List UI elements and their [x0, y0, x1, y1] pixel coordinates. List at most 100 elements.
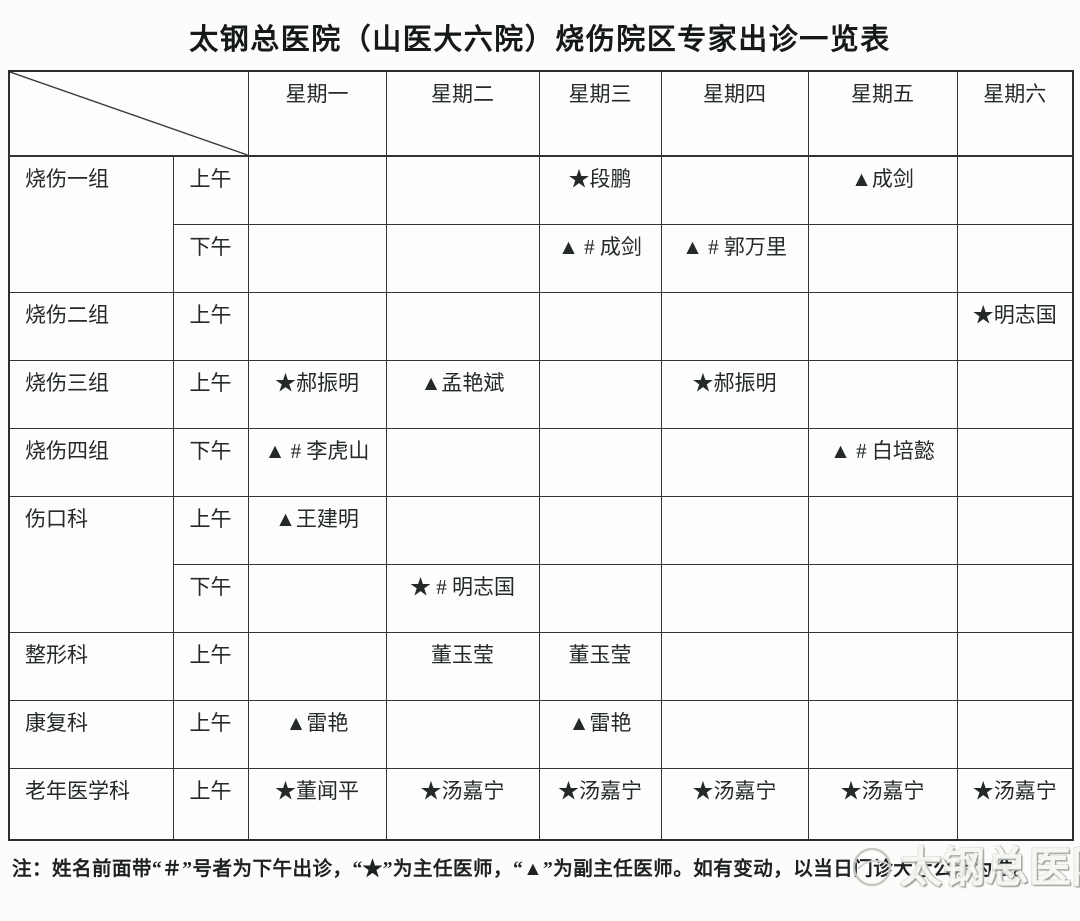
- schedule-cell: 董玉莹: [385, 631, 540, 701]
- schedule-cell: [538, 563, 662, 633]
- schedule-cell: [660, 291, 809, 361]
- session-time-cell: 上午: [172, 699, 249, 769]
- table-row: 烧伤二组 上午 ★明志国: [8, 291, 1074, 361]
- session-time-cell: 下午: [172, 427, 249, 497]
- schedule-cell: [385, 495, 540, 565]
- schedule-cell: [385, 155, 540, 225]
- schedule-cell: [807, 563, 958, 633]
- schedule-cell: ▲ # 李虎山: [247, 427, 387, 497]
- table-row: 下午 ★ # 明志国: [9, 563, 1074, 633]
- schedule-cell: ★汤嘉宁: [660, 767, 809, 841]
- schedule-cell: [660, 495, 809, 565]
- schedule-cell: [247, 563, 387, 633]
- schedule-cell: [956, 699, 1074, 769]
- schedule-cell: [807, 223, 958, 293]
- schedule-cell: [660, 155, 809, 225]
- day-header-mon: 星期一: [247, 70, 387, 157]
- department-cell: 烧伤四组: [8, 427, 174, 497]
- schedule-table: 星期一 星期二 星期三 星期四 星期五 星期六 烧伤一组 上午 ★段鹏 ▲成剑 下午 ▲ …: [8, 70, 1074, 841]
- schedule-cell: [385, 223, 540, 293]
- schedule-cell: [247, 291, 387, 361]
- schedule-cell: [660, 631, 809, 701]
- department-cell: 老年医学科: [8, 767, 174, 841]
- schedule-cell: [538, 427, 662, 497]
- department-cell: 烧伤二组: [8, 291, 174, 361]
- schedule-cell: ★郝振明: [660, 359, 809, 429]
- schedule-cell: [956, 495, 1074, 565]
- table-row: 康复科 上午 ▲雷艳 ▲雷艳: [8, 699, 1074, 769]
- schedule-cell: [956, 631, 1074, 701]
- schedule-cell: [538, 495, 662, 565]
- department-cell: 烧伤三组: [8, 359, 174, 429]
- schedule-cell: [807, 631, 958, 701]
- department-cell: 康复科: [8, 699, 174, 769]
- hospital-watermark: 太钢总医院: [846, 834, 1080, 895]
- department-cell: 整形科: [8, 631, 174, 701]
- schedule-cell: ▲成剑: [807, 155, 958, 225]
- schedule-cell: [807, 699, 958, 769]
- schedule-cell: [807, 495, 958, 565]
- table-row: 整形科 上午 董玉莹 董玉莹: [8, 631, 1074, 701]
- schedule-cell: [247, 155, 387, 225]
- schedule-cell: [956, 223, 1074, 293]
- department-cell: 伤口科: [8, 495, 174, 633]
- schedule-cell: ★明志国: [956, 291, 1074, 361]
- schedule-cell: [956, 359, 1074, 429]
- session-time-cell: 上午: [172, 155, 249, 225]
- schedule-cell: ▲王建明: [247, 495, 387, 565]
- schedule-cell: [807, 291, 958, 361]
- hospital-logo-icon: [852, 847, 892, 886]
- schedule-cell: [247, 223, 387, 293]
- session-time-cell: 上午: [172, 359, 249, 429]
- schedule-cell: 董玉莹: [538, 631, 662, 701]
- schedule-cell: [956, 155, 1074, 225]
- diagonal-line-icon: [10, 72, 248, 155]
- schedule-cell: [538, 291, 662, 361]
- session-time-cell: 上午: [172, 291, 249, 361]
- schedule-cell: ★汤嘉宁: [956, 767, 1074, 841]
- header-row: 星期一 星期二 星期三 星期四 星期五 星期六: [8, 70, 1074, 157]
- schedule-cell: [385, 427, 540, 497]
- schedule-cell: [385, 291, 540, 361]
- schedule-cell: [660, 563, 809, 633]
- session-time-cell: 下午: [172, 223, 249, 293]
- day-header-fri: 星期五: [807, 70, 958, 157]
- table-row: 伤口科 上午 ▲王建明: [8, 495, 1074, 633]
- table-row: 烧伤一组 上午 ★段鹏 ▲成剑: [8, 155, 1074, 293]
- day-header-sat: 星期六: [956, 70, 1074, 157]
- schedule-cell: [385, 699, 540, 769]
- schedule-cell: ★郝振明: [247, 359, 387, 429]
- schedule-body: 烧伤一组 上午 ★段鹏 ▲成剑 下午 ▲ # 成剑 ▲ # 郭万里 烧伤二组 上午 ★明志国 烧伤三…: [8, 155, 1074, 841]
- schedule-cell: [247, 631, 387, 701]
- schedule-cell: ★汤嘉宁: [385, 767, 540, 841]
- session-time-cell: 上午: [172, 631, 249, 701]
- footnote: 注：姓名前面带“＃”号者为下午出诊，“★”为主任医师，“▲”为副主任医师。如有变…: [12, 859, 1034, 880]
- day-header-wed: 星期三: [538, 70, 662, 157]
- schedule-cell: [956, 563, 1074, 633]
- schedule-cell: [538, 359, 662, 429]
- session-time-cell: 下午: [172, 563, 249, 633]
- schedule-cell: ▲ # 白培懿: [807, 427, 958, 497]
- schedule-cell: [660, 699, 809, 769]
- schedule-cell: ★汤嘉宁: [538, 767, 662, 841]
- table-row: 老年医学科 上午 ★董闻平 ★汤嘉宁 ★汤嘉宁 ★汤嘉宁 ★汤嘉宁 ★汤嘉宁: [8, 767, 1074, 841]
- schedule-cell: ▲孟艳斌: [385, 359, 540, 429]
- schedule-cell: ★ # 明志国: [385, 563, 540, 633]
- watermark-text: 太钢总医院: [900, 846, 1080, 892]
- schedule-cell: [956, 427, 1074, 497]
- session-time-cell: 上午: [172, 495, 249, 565]
- schedule-cell: ▲ # 郭万里: [660, 223, 809, 293]
- schedule-cell: [807, 359, 958, 429]
- schedule-cell: ★汤嘉宁: [807, 767, 958, 841]
- table-row: 烧伤三组 上午 ★郝振明 ▲孟艳斌 ★郝振明: [8, 359, 1074, 429]
- department-cell: 烧伤一组: [8, 155, 174, 293]
- day-header-tue: 星期二: [385, 70, 540, 157]
- schedule-cell: ▲ # 成剑: [538, 223, 662, 293]
- schedule-cell: ★董闻平: [247, 767, 387, 841]
- day-header-thu: 星期四: [660, 70, 809, 157]
- page-title: 太钢总医院（山医大六院）烧伤院区专家出诊一览表: [189, 24, 891, 56]
- schedule-cell: [660, 427, 809, 497]
- schedule-cell: ▲雷艳: [538, 699, 662, 769]
- schedule-cell: ▲雷艳: [247, 699, 387, 769]
